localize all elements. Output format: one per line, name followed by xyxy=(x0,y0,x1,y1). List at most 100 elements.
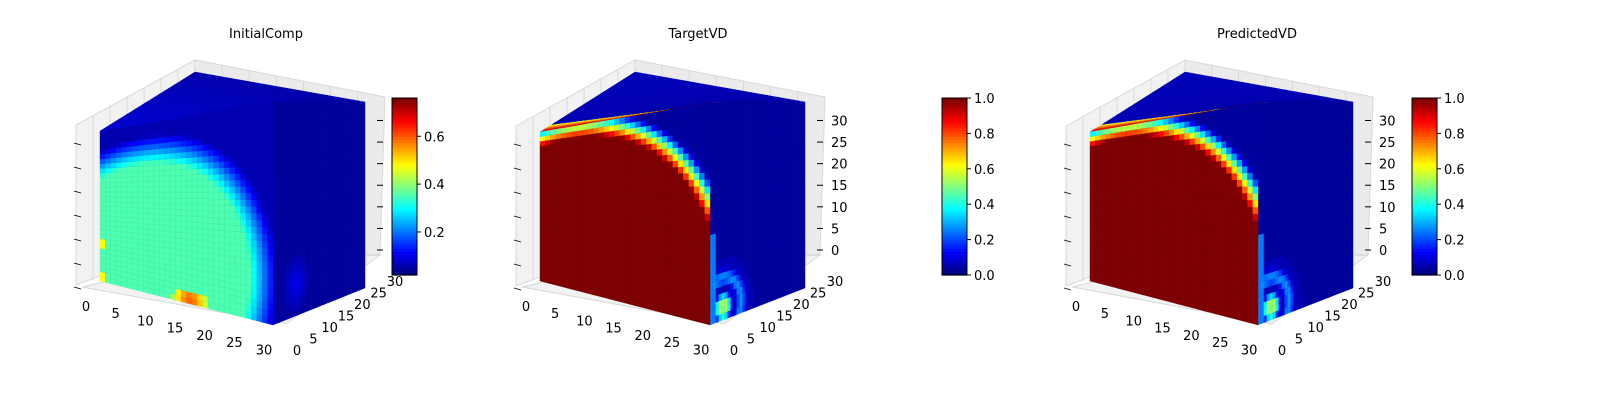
voxel-cell xyxy=(359,183,363,191)
voxel-cell xyxy=(105,177,112,183)
voxel-cell xyxy=(281,238,285,247)
voxel-cell xyxy=(304,291,308,300)
voxel-cell xyxy=(347,191,351,199)
voxel-cell xyxy=(224,154,231,162)
voxel-cell xyxy=(330,250,334,259)
voxel-cell xyxy=(748,140,752,149)
voxel-cell xyxy=(164,180,171,188)
voxel-cell xyxy=(359,253,363,262)
voxel-cell xyxy=(350,250,354,259)
voxel-cell xyxy=(301,102,305,110)
voxel-cell xyxy=(278,252,282,262)
voxel-cell xyxy=(159,125,166,133)
voxel-cell xyxy=(292,155,297,164)
voxel-cell xyxy=(310,147,314,155)
voxel-cell xyxy=(361,200,366,208)
voxel-cell xyxy=(213,254,220,262)
voxel-cell xyxy=(284,258,288,267)
voxel-cell xyxy=(175,152,182,159)
voxel-cell xyxy=(295,261,300,270)
y-tick-label: 25 xyxy=(370,287,387,302)
voxel-cell xyxy=(240,140,247,148)
voxel-cell xyxy=(361,159,366,167)
voxel-cell xyxy=(739,207,743,215)
voxel-cell xyxy=(301,200,305,209)
voxel-cell xyxy=(295,274,300,283)
voxel-cell xyxy=(148,218,155,225)
voxel-cell xyxy=(304,141,308,149)
voxel-cell xyxy=(164,208,171,216)
voxel-cell xyxy=(751,204,755,213)
voxel-cell xyxy=(318,222,323,231)
voxel-cell xyxy=(197,186,203,193)
voxel-cell xyxy=(284,183,288,192)
voxel-cell xyxy=(284,264,288,274)
voxel-cell xyxy=(121,221,128,228)
voxel-cell xyxy=(763,152,767,160)
voxel-cell xyxy=(262,260,268,269)
voxel-cell xyxy=(344,101,348,109)
voxel-cell xyxy=(281,143,285,151)
voxel-cell xyxy=(191,115,198,123)
voxel-cell xyxy=(748,289,752,298)
voxel-cell xyxy=(164,164,171,171)
voxel-cell xyxy=(275,150,279,159)
voxel-cell xyxy=(148,143,155,150)
voxel-cell xyxy=(730,308,734,318)
voxel-cell xyxy=(272,116,277,125)
voxel-cell xyxy=(143,239,149,246)
voxel-cell xyxy=(115,235,122,243)
voxel-cell xyxy=(736,161,740,170)
voxel-cell xyxy=(272,178,277,187)
voxel-cell xyxy=(727,169,731,178)
voxel-cell xyxy=(121,141,128,148)
voxel-cell xyxy=(766,108,770,116)
voxel-cell xyxy=(275,116,279,124)
voxel-cell xyxy=(733,228,737,237)
voxel-cell xyxy=(733,281,737,290)
voxel-cell xyxy=(775,230,779,239)
voxel-cell xyxy=(245,112,252,121)
voxel-cell xyxy=(290,102,294,110)
voxel-cell xyxy=(721,197,725,206)
voxel-cell xyxy=(338,193,343,201)
voxel-cell xyxy=(327,195,331,203)
voxel-cell xyxy=(754,191,758,199)
voxel-cell xyxy=(284,217,288,226)
voxel-cell xyxy=(170,197,176,205)
voxel-cell xyxy=(327,139,331,147)
voxel-cell xyxy=(754,166,758,174)
voxel-cell xyxy=(132,197,139,203)
voxel-cell xyxy=(207,192,214,200)
voxel-cell xyxy=(772,145,776,153)
voxel-cell xyxy=(715,252,720,262)
voxel-cell xyxy=(775,163,779,171)
voxel-cell xyxy=(754,293,758,302)
voxel-cell xyxy=(763,127,767,135)
voxel-cell xyxy=(234,224,241,233)
voxel-cell xyxy=(766,195,770,203)
voxel-cell xyxy=(143,138,149,146)
voxel-cell xyxy=(218,254,225,263)
voxel-cell xyxy=(736,148,740,156)
voxel-cell xyxy=(256,199,263,207)
voxel-cell xyxy=(153,170,160,177)
voxel-cell xyxy=(742,213,746,221)
voxel-cell xyxy=(275,253,279,262)
voxel-cell xyxy=(775,108,779,115)
voxel-cell xyxy=(748,160,752,168)
voxel-cell xyxy=(292,115,297,124)
voxel-cell xyxy=(186,203,193,211)
voxel-cell xyxy=(281,190,285,199)
voxel-cell xyxy=(709,185,714,194)
voxel-cell xyxy=(721,136,725,144)
voxel-cell xyxy=(153,142,160,150)
voxel-cell xyxy=(229,166,236,175)
voxel-cell xyxy=(353,190,357,198)
voxel-cell xyxy=(709,130,714,138)
voxel-cell xyxy=(730,162,734,170)
voxel-cell xyxy=(321,184,325,192)
voxel-cell xyxy=(727,129,731,137)
voxel-cell xyxy=(724,196,728,205)
voxel-cell xyxy=(287,277,291,286)
